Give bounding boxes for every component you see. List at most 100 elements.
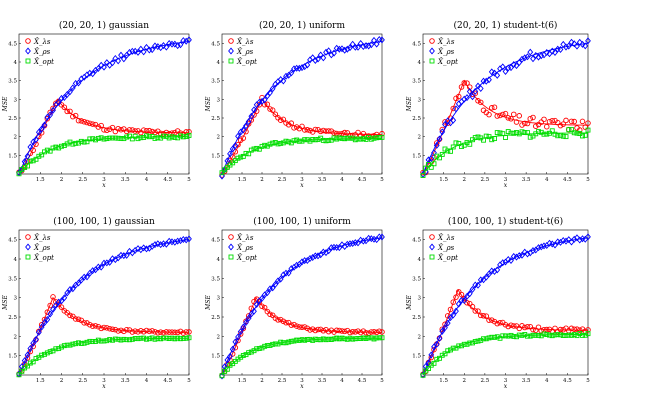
data-point — [420, 173, 426, 178]
legend: X̂_λs X̂_ρs X̂_opt — [228, 234, 257, 262]
data-point — [251, 106, 257, 114]
data-point — [109, 59, 116, 67]
y-tick-label: 3.5 — [211, 79, 220, 85]
x-tick-label: 5 — [187, 378, 191, 384]
data-point — [349, 40, 356, 48]
data-point — [64, 289, 71, 297]
data-point — [442, 324, 448, 332]
y-tick-label: 2 — [14, 135, 18, 141]
data-point — [135, 136, 141, 142]
data-point — [103, 59, 110, 67]
data-point — [155, 335, 161, 341]
data-point — [75, 316, 82, 323]
data-point — [286, 339, 292, 345]
data-point — [277, 316, 284, 323]
data-point — [109, 124, 116, 131]
data-point — [93, 137, 98, 143]
data-point — [331, 135, 337, 141]
data-point — [455, 300, 462, 308]
data-point — [149, 128, 155, 135]
data-point — [323, 138, 329, 144]
data-point — [555, 119, 561, 126]
data-point — [144, 133, 149, 139]
data-point — [450, 144, 456, 150]
data-point — [371, 135, 377, 141]
data-point — [339, 328, 345, 334]
data-point — [544, 123, 550, 130]
x-tick-label: 3.5 — [121, 378, 130, 384]
data-point — [61, 294, 68, 302]
data-point — [299, 324, 305, 331]
data-point — [154, 43, 161, 51]
data-point — [291, 338, 297, 344]
x-tick-label: 3 — [102, 177, 106, 183]
data-point — [166, 329, 172, 335]
data-point — [89, 323, 96, 329]
data-point — [508, 257, 514, 265]
y-tick-label: 2.5 — [211, 315, 220, 321]
data-point — [541, 131, 547, 137]
data-point — [294, 137, 300, 143]
data-point — [469, 93, 476, 101]
data-point — [312, 56, 319, 64]
data-point — [174, 42, 181, 50]
data-point — [232, 338, 239, 346]
data-point — [511, 130, 517, 136]
data-point — [423, 165, 429, 171]
data-point — [293, 323, 300, 329]
data-point — [123, 251, 130, 259]
data-point — [475, 338, 481, 344]
data-point — [309, 253, 316, 262]
data-point — [248, 147, 254, 153]
legend-label: X̂_λs — [33, 38, 51, 46]
y-tick-label: 3 — [418, 97, 422, 103]
series-curve — [18, 239, 190, 376]
x-tick-label: 2 — [463, 378, 467, 384]
data-point — [379, 329, 385, 335]
data-point — [513, 253, 520, 261]
data-point — [158, 336, 164, 342]
data-point — [95, 135, 101, 141]
data-point — [458, 98, 465, 106]
x-tick-label: 1.5 — [439, 177, 448, 183]
data-point — [374, 335, 380, 341]
data-point — [434, 356, 440, 362]
data-point — [491, 69, 498, 77]
data-point — [177, 328, 184, 335]
data-point — [576, 38, 583, 46]
data-point — [333, 130, 340, 137]
x-tick-label: 4.5 — [563, 177, 572, 183]
data-point — [439, 327, 446, 335]
data-point — [574, 130, 580, 136]
data-point — [445, 348, 451, 354]
data-point — [326, 336, 332, 342]
legend-label: X̂_ρs — [33, 48, 51, 56]
data-point — [307, 254, 313, 263]
data-point — [118, 327, 124, 334]
data-point — [21, 158, 28, 166]
data-point — [478, 99, 484, 106]
data-point — [555, 332, 561, 338]
series-curve — [18, 337, 190, 376]
data-point — [323, 128, 329, 134]
data-point — [505, 323, 512, 330]
data-point — [253, 300, 260, 308]
data-point — [240, 153, 246, 159]
data-point — [84, 139, 90, 145]
data-point — [579, 40, 586, 48]
data-point — [352, 336, 358, 342]
data-point — [433, 340, 440, 348]
data-point — [420, 169, 426, 176]
data-point — [283, 72, 289, 80]
data-point — [140, 127, 147, 133]
x-tick-label: 2.5 — [481, 177, 490, 183]
y-tick-label: 4 — [217, 257, 221, 263]
data-point — [475, 134, 481, 140]
y-tick-label: 2.5 — [412, 315, 421, 321]
data-point — [422, 168, 429, 176]
data-point — [483, 313, 490, 319]
data-point — [560, 121, 567, 127]
data-point — [101, 136, 107, 142]
data-point — [118, 126, 124, 133]
data-point — [186, 335, 192, 341]
